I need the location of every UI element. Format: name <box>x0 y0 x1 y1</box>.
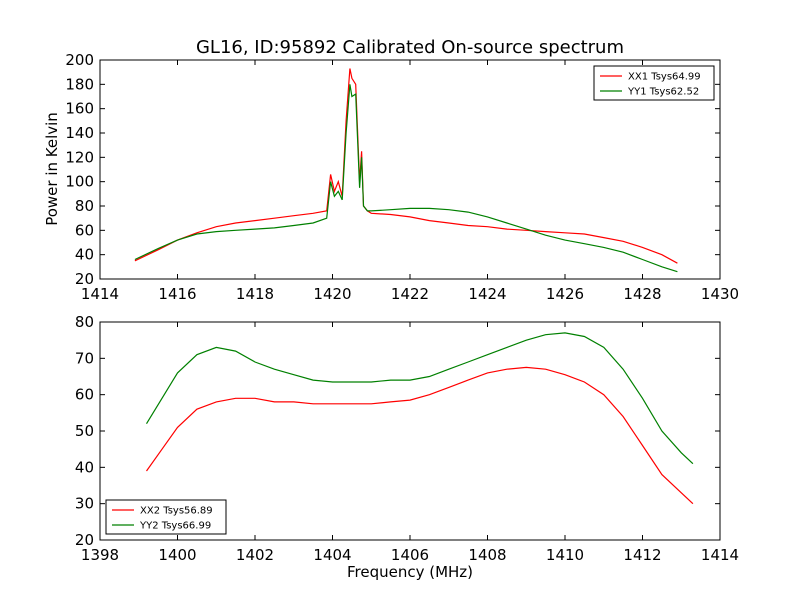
y-tick-label-0-0: 20 <box>75 270 94 288</box>
x-tick-label-0-5: 1424 <box>468 285 506 303</box>
x-tick-label-0-0: 1414 <box>81 285 119 303</box>
series-line-1-0 <box>146 366 694 505</box>
series-line-0-1 <box>134 84 678 273</box>
y-tick-label-0-2: 60 <box>75 221 94 239</box>
x-tick-label-1-1: 1400 <box>158 546 196 564</box>
top-panel: 1414 1416 1418 1420 1422 1424 1426 1428 1430 20 40… <box>65 51 739 303</box>
y-tick-label-1-3: 50 <box>75 422 94 440</box>
legend-1: XX2 Tsys56.89 YY2 Tsys66.99 <box>105 499 227 535</box>
y-tick-label-1-0: 20 <box>75 531 94 549</box>
x-tick-label-1-6: 1410 <box>546 546 584 564</box>
series-line-1-1 <box>145 332 694 465</box>
x-tick-label-0-3: 1420 <box>313 285 351 303</box>
x-tick-label-1-5: 1408 <box>468 546 506 564</box>
y-tick-label-0-5: 120 <box>65 148 94 166</box>
y-tick-label-0-8: 180 <box>65 75 94 93</box>
top-y-axis-label: Power in Kelvin <box>43 112 61 226</box>
x-tick-label-0-7: 1428 <box>623 285 661 303</box>
y-tick-label-0-1: 40 <box>75 246 94 264</box>
y-tick-label-0-9: 200 <box>65 51 94 69</box>
y-tick-label-1-1: 30 <box>75 495 94 513</box>
x-tick-label-0-2: 1418 <box>236 285 274 303</box>
y-tick-label-0-6: 140 <box>65 124 94 142</box>
y-tick-label-1-5: 70 <box>75 349 94 367</box>
bottom-panel: 1398 1400 1402 1404 1406 1408 1410 1412 1414 20 30… <box>75 313 739 564</box>
y-tick-label-1-4: 60 <box>75 386 94 404</box>
legend-0: XX1 Tsys64.99 YY1 Tsys62.52 <box>593 65 715 101</box>
x-tick-label-0-1: 1416 <box>158 285 196 303</box>
x-tick-label-1-8: 1414 <box>701 546 739 564</box>
y-tick-label-1-2: 40 <box>75 458 94 476</box>
x-tick-label-1-2: 1402 <box>236 546 274 564</box>
legend-label-1-0: XX2 Tsys56.89 <box>140 506 213 517</box>
y-tick-label-0-7: 160 <box>65 100 94 118</box>
x-tick-label-0-6: 1426 <box>546 285 584 303</box>
x-tick-label-0-8: 1430 <box>701 285 739 303</box>
x-tick-label-1-0: 1398 <box>81 546 119 564</box>
legend-box-0 <box>593 65 715 101</box>
x-tick-label-1-7: 1412 <box>623 546 661 564</box>
legend-label-0-0: XX1 Tsys64.99 <box>628 72 701 83</box>
legend-box-1 <box>105 499 227 535</box>
y-tick-label-1-6: 80 <box>75 313 94 331</box>
x-tick-label-0-4: 1422 <box>391 285 429 303</box>
chart-title: GL16, ID:95892 Calibrated On-source spec… <box>196 37 624 58</box>
y-tick-label-0-3: 80 <box>75 197 94 215</box>
x-tick-label-1-3: 1404 <box>313 546 351 564</box>
legend-label-0-1: YY1 Tsys62.52 <box>627 87 699 98</box>
legend-label-1-1: YY2 Tsys66.99 <box>139 521 211 532</box>
x-tick-label-1-4: 1406 <box>391 546 429 564</box>
y-tick-label-0-4: 100 <box>65 173 94 191</box>
x-axis-label: Frequency (MHz) <box>347 563 473 581</box>
